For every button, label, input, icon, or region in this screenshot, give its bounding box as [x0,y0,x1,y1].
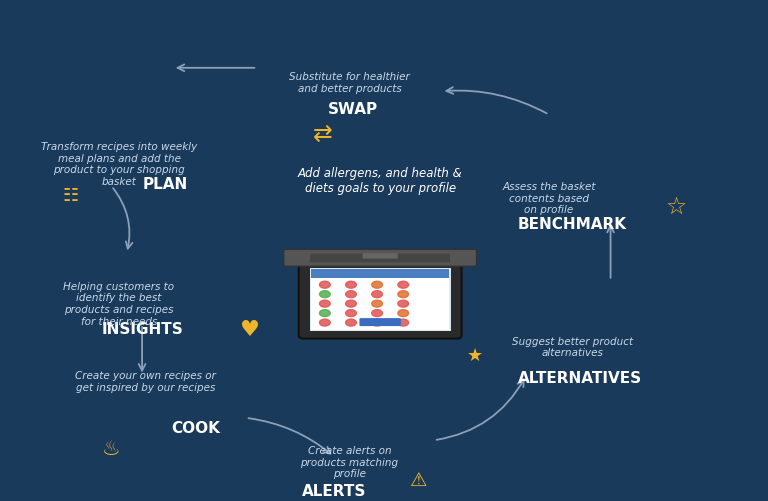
Circle shape [346,282,356,289]
Text: Create your own recipes or
get inspired by our recipes: Create your own recipes or get inspired … [75,371,217,392]
Text: ⚠: ⚠ [410,470,427,489]
FancyBboxPatch shape [311,269,449,330]
Circle shape [398,310,409,317]
Circle shape [319,282,330,289]
Text: Add allergens, and health &
diets goals to your profile: Add allergens, and health & diets goals … [298,167,462,195]
Circle shape [398,282,409,289]
FancyBboxPatch shape [310,255,450,263]
Circle shape [372,310,382,317]
Circle shape [372,320,382,327]
Circle shape [398,320,409,327]
Text: ⇄: ⇄ [313,122,333,146]
Text: ☆: ☆ [665,194,687,218]
Text: COOK: COOK [171,420,220,435]
Text: INSIGHTS: INSIGHTS [101,321,183,336]
Circle shape [346,320,356,327]
Text: Create alerts on
products matching
profile: Create alerts on products matching profi… [300,445,399,478]
Text: PLAN: PLAN [143,177,187,191]
Text: ☷: ☷ [63,186,78,204]
Text: ♨: ♨ [102,438,121,458]
FancyBboxPatch shape [311,269,449,278]
Circle shape [319,320,330,327]
Circle shape [398,291,409,298]
Circle shape [346,301,356,308]
Text: Substitute for healthier
and better products: Substitute for healthier and better prod… [289,72,410,94]
FancyBboxPatch shape [284,250,476,267]
FancyBboxPatch shape [359,319,401,327]
Circle shape [319,310,330,317]
Text: ★: ★ [467,346,482,364]
FancyBboxPatch shape [310,268,451,331]
Circle shape [372,301,382,308]
Text: BENCHMARK: BENCHMARK [518,216,627,231]
Circle shape [398,301,409,308]
Circle shape [372,282,382,289]
Text: Suggest better product
alternatives: Suggest better product alternatives [511,336,633,357]
Circle shape [319,291,330,298]
Text: Assess the basket
contents based
on profile: Assess the basket contents based on prof… [502,182,596,215]
Text: Transform recipes into weekly
meal plans and add the
product to your shopping
ba: Transform recipes into weekly meal plans… [41,142,197,186]
Circle shape [346,291,356,298]
Text: ♥: ♥ [240,320,260,339]
Text: ALERTS: ALERTS [302,482,366,497]
FancyBboxPatch shape [362,254,398,259]
Circle shape [346,310,356,317]
Text: SWAP: SWAP [328,102,379,117]
FancyBboxPatch shape [299,261,462,339]
Text: Helping customers to
identify the best
products and recipes
for their needs: Helping customers to identify the best p… [64,281,174,326]
Circle shape [372,291,382,298]
Circle shape [319,301,330,308]
Text: ALTERNATIVES: ALTERNATIVES [518,371,642,386]
